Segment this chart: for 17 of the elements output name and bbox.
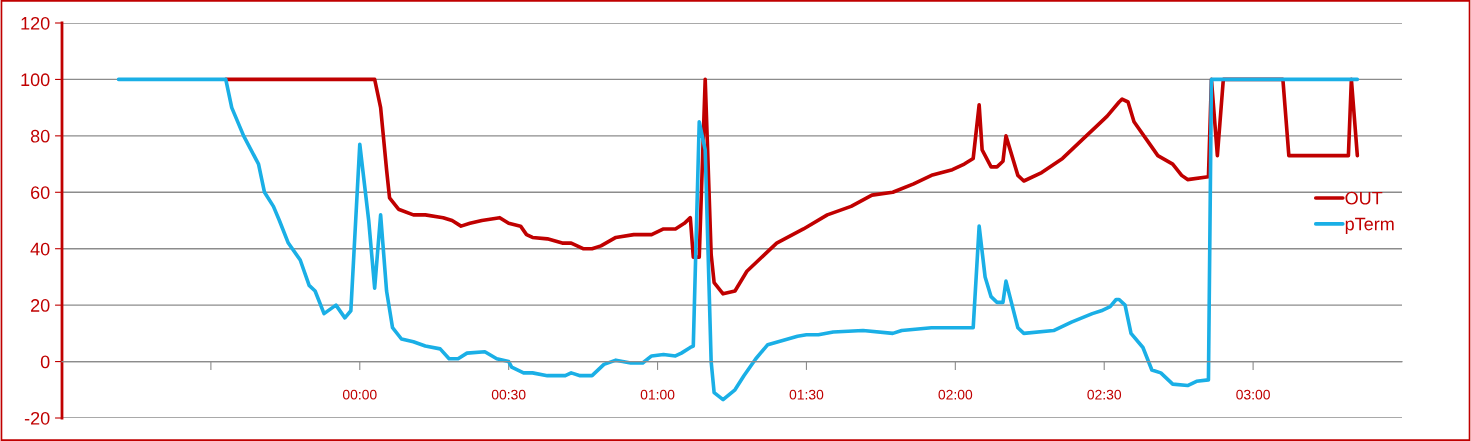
y-tick-label: -20	[24, 411, 50, 425]
y-tick-label: 40	[30, 242, 50, 256]
x-tick-label: 01:00	[640, 389, 675, 400]
x-tick-label: 00:30	[491, 389, 526, 400]
x-tick-label: 01:30	[789, 389, 824, 400]
y-tick-label: 120	[21, 16, 50, 30]
legend-label: OUT	[1345, 191, 1383, 205]
legend-label: pTerm	[1345, 217, 1394, 234]
y-tick-label: 60	[31, 186, 50, 200]
x-tick-label: 02:00	[938, 389, 973, 400]
y-tick-label: 100	[21, 73, 50, 87]
x-tick-label: 00:00	[342, 389, 377, 400]
x-tick-label: 02:30	[1087, 389, 1122, 400]
y-tick-label: 20	[31, 299, 50, 312]
x-tick-label: 03:00	[1236, 389, 1270, 400]
y-tick-label: 80	[30, 129, 50, 143]
y-tick-label: 0	[40, 355, 50, 369]
